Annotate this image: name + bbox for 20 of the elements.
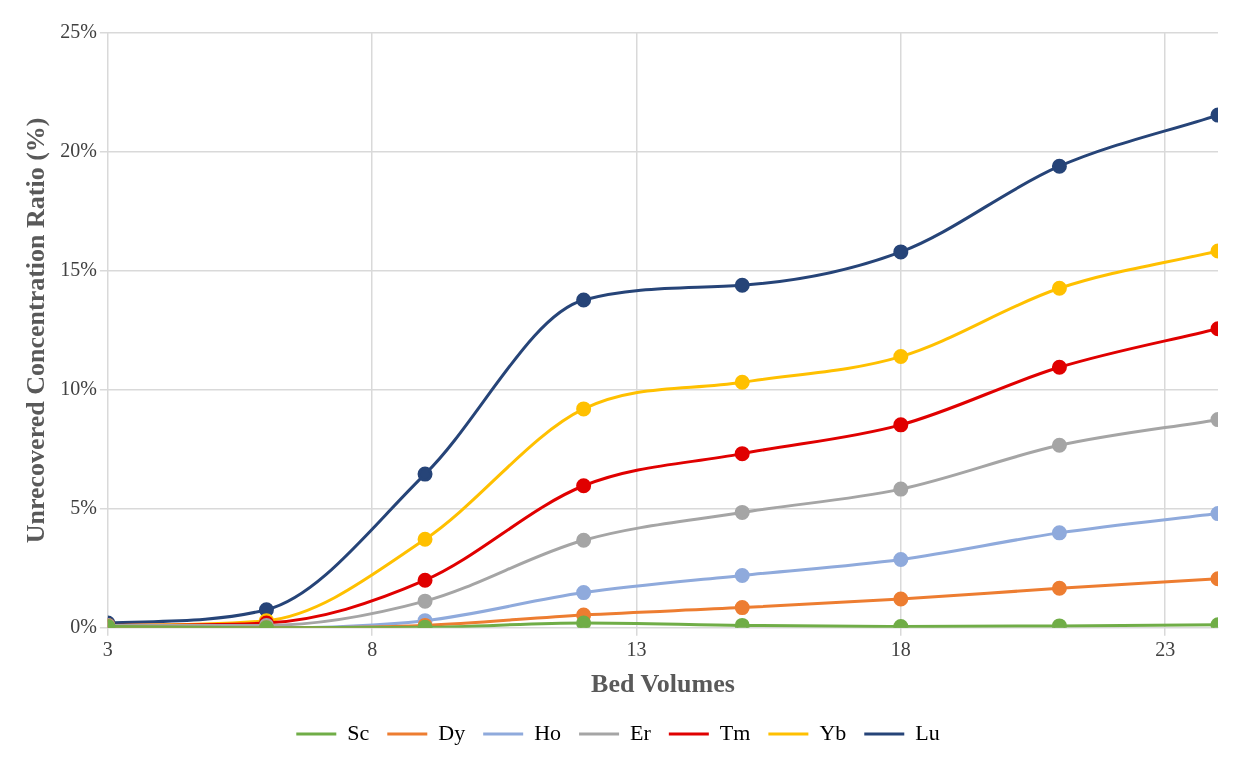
legend-label: Sc [347,719,370,745]
y-tick-label: 5% [70,496,97,519]
y-tick-label: 25% [60,20,97,43]
x-tick-label: 3 [102,638,113,661]
y-axis-title: Unrecovered Concentration Ratio (%) [21,117,51,544]
legend-label: Lu [915,719,940,745]
x-tick-label: 18 [890,638,911,661]
legend-label: Dy [438,719,466,745]
y-tick-label: 10% [60,377,97,400]
x-tick-label: 13 [626,638,647,661]
x-tick-label: 8 [367,638,378,661]
legend-label: Tm [719,719,751,745]
legend-label: Ho [534,719,562,745]
y-tick-label: 20% [60,139,97,162]
legend-label: Er [630,719,652,745]
y-tick-label: 15% [60,258,97,281]
legend-label: Yb [819,719,847,745]
y-tick-label: 0% [70,615,97,638]
x-axis-title: Bed Volumes [591,669,735,699]
x-tick-label: 23 [1155,638,1176,661]
